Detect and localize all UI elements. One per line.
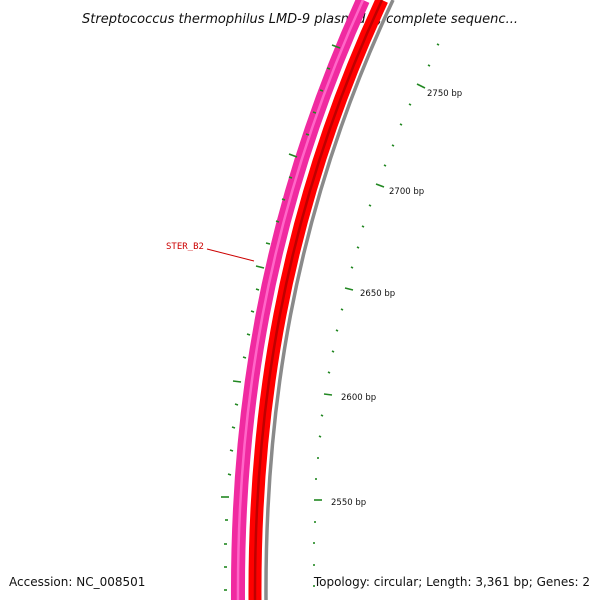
gene-annotation: STER_B2 bbox=[166, 242, 255, 262]
inner-tick bbox=[391, 144, 395, 147]
inner-tick bbox=[344, 287, 354, 291]
tracks bbox=[230, 0, 395, 600]
inner-tick bbox=[436, 43, 440, 46]
tick-label-2650: 2650 bp bbox=[360, 289, 395, 299]
inner-tick bbox=[375, 183, 385, 188]
tick-labels: 2750 bp 2700 bp 2650 bp 2600 bp 2550 bp bbox=[331, 89, 462, 508]
inner-tick bbox=[356, 246, 360, 249]
inner-tick bbox=[323, 393, 333, 396]
outer-tick bbox=[232, 380, 242, 383]
inner-tick bbox=[361, 225, 365, 228]
inner-tick bbox=[335, 329, 339, 332]
map-title: Streptococcus thermophilus LMD-9 plasmid… bbox=[82, 12, 518, 27]
gene-label[interactable]: STER_B2 bbox=[166, 242, 204, 252]
inner-tick bbox=[331, 350, 335, 353]
red-track-stripe bbox=[253, 0, 384, 600]
tick-label-2700: 2700 bp bbox=[389, 187, 424, 197]
inner-tick bbox=[350, 266, 354, 269]
topology-text: Topology: circular; Length: 3,361 bp; Ge… bbox=[313, 575, 590, 589]
inner-tick bbox=[318, 435, 322, 438]
outer-tick bbox=[234, 403, 239, 406]
tick-label-2550: 2550 bp bbox=[331, 498, 366, 508]
outer-tick bbox=[288, 153, 298, 158]
outer-tick bbox=[331, 44, 341, 49]
outer-tick bbox=[255, 288, 260, 291]
inner-tick bbox=[408, 103, 412, 106]
outer-tick bbox=[250, 310, 255, 313]
tick-label-2750: 2750 bp bbox=[427, 89, 462, 99]
outer-tick bbox=[312, 111, 317, 114]
pink-track-stripe bbox=[236, 0, 365, 600]
outer-tick bbox=[231, 426, 236, 429]
outer-tick bbox=[227, 473, 232, 476]
outer-tick bbox=[229, 449, 234, 452]
outer-tick bbox=[246, 333, 251, 336]
inner-tick bbox=[427, 64, 431, 67]
outer-tick bbox=[305, 133, 310, 136]
inner-tick bbox=[320, 414, 324, 417]
outer-ticks bbox=[221, 44, 341, 591]
inner-ticks bbox=[313, 43, 440, 587]
inner-tick bbox=[327, 371, 331, 374]
outer-tick bbox=[255, 265, 265, 269]
outer-tick bbox=[265, 242, 271, 245]
inner-tick bbox=[383, 164, 387, 167]
inner-tick bbox=[368, 204, 372, 207]
outer-tick bbox=[281, 198, 286, 201]
inner-tick bbox=[340, 308, 344, 311]
backbone-track bbox=[264, 0, 395, 600]
outer-tick bbox=[275, 220, 280, 223]
outer-tick bbox=[288, 176, 293, 179]
outer-tick bbox=[319, 89, 324, 92]
tick-label-2600: 2600 bp bbox=[341, 393, 376, 403]
inner-tick bbox=[399, 123, 403, 126]
gene-label-leader bbox=[206, 248, 255, 262]
outer-tick bbox=[326, 67, 331, 70]
accession-text: Accession: NC_008501 bbox=[9, 575, 145, 589]
outer-tick bbox=[242, 356, 247, 359]
inner-tick bbox=[416, 83, 426, 89]
